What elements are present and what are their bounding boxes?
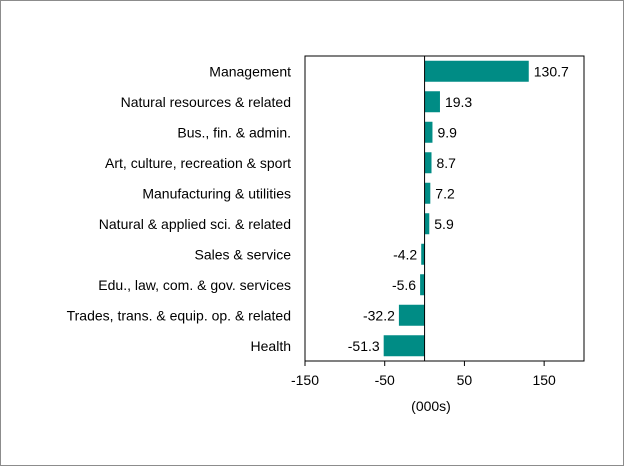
category-label: Bus., fin. & admin. [177,124,291,140]
x-axis-title: (000s) [411,398,451,414]
bar [424,152,432,174]
bar [420,274,425,296]
category-label: Sales & service [195,246,292,262]
bar [424,121,433,143]
data-label: 130.7 [534,63,569,79]
category-label: Natural resources & related [121,94,291,110]
bars-group [383,60,529,357]
x-tick-label: -150 [291,372,319,388]
bar [421,243,425,265]
bar [424,60,529,82]
data-label: -5.6 [392,277,416,293]
category-label: Art, culture, recreation & sport [105,155,291,171]
data-label: 5.9 [434,216,454,232]
bar [424,91,440,113]
plot-area [304,55,585,362]
category-label: Edu., law, com. & gov. services [98,277,291,293]
category-label: Natural & applied sci. & related [99,216,291,232]
data-label: -4.2 [393,246,417,262]
data-label: 9.9 [437,124,457,140]
bar [398,304,425,326]
category-label: Health [251,338,291,354]
data-label: 7.2 [435,185,455,201]
data-label: 8.7 [437,155,457,171]
x-tick-label: -50 [375,372,395,388]
data-label: -51.3 [348,338,380,354]
bar [383,335,425,357]
x-axis-ticks: -150 -50 50 150 [291,361,556,388]
data-label: 19.3 [445,94,472,110]
bar [424,213,430,235]
x-tick-label: 50 [457,372,473,388]
category-label: Management [209,63,291,79]
x-tick-label: 150 [532,372,556,388]
data-labels: 130.7 19.3 9.9 8.7 7.2 5.9 -4.2 -5.6 -32.2 -51.3 [348,63,569,354]
category-label: Trades, trans. & equip. op. & related [67,307,291,323]
category-label: Manufacturing & utilities [142,185,291,201]
data-label: -32.2 [363,307,395,323]
category-labels: Management Natural resources & related Bus… [67,63,292,354]
bar [424,182,431,204]
